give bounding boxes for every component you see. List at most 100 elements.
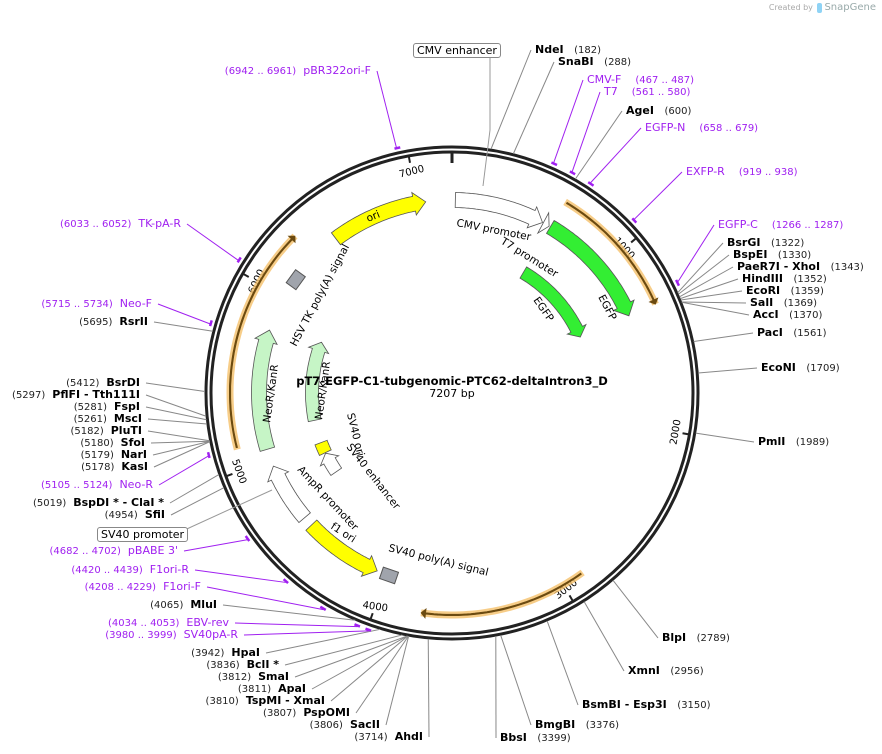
- enzyme-site-label[interactable]: PmlI (1989): [758, 436, 829, 449]
- enzyme-position: (3942): [191, 648, 225, 659]
- enzyme-site-label[interactable]: (3812) SmaI: [218, 671, 289, 684]
- enzyme-position-value: 3807: [266, 708, 293, 719]
- primer-range: (1266 .. 1287): [771, 220, 844, 231]
- primer-label[interactable]: EXFP-R (919 .. 938): [686, 166, 798, 179]
- enzyme-site-label[interactable]: (5178) KasI: [81, 461, 148, 474]
- enzyme-leader-line: [681, 301, 747, 304]
- enzyme-leader-line: [355, 635, 409, 714]
- enzyme-site-label[interactable]: (3811) ApaI: [238, 683, 306, 696]
- enzyme-position-value: 3811: [241, 684, 268, 695]
- enzyme-name: PmlI: [758, 435, 786, 448]
- enzyme-site-label[interactable]: (5019) BspDI * - ClaI *: [33, 497, 164, 510]
- enzyme-site-label[interactable]: BsmBI - Esp3I (3150): [582, 699, 711, 712]
- enzyme-site-label[interactable]: SalI (1369): [750, 297, 817, 310]
- enzyme-site-label[interactable]: (5182) PluTI: [70, 425, 142, 438]
- primer-label[interactable]: (6033 .. 6052) TK-pA-R: [60, 218, 181, 231]
- tick-label: 4000: [362, 600, 389, 614]
- enzyme-position: (5261): [73, 414, 107, 425]
- enzyme-site-label[interactable]: BspEI (1330): [733, 249, 811, 262]
- primer-name: SV40pA-R: [183, 628, 238, 641]
- enzyme-name: BsmBI - Esp3I: [582, 698, 667, 711]
- enzyme-position-value: 3806: [313, 720, 340, 731]
- primer-label[interactable]: (4420 .. 4439) F1ori-R: [71, 564, 189, 577]
- enzyme-position: (4954): [104, 510, 138, 521]
- tick-label: 2000: [668, 419, 683, 446]
- enzyme-site-label[interactable]: NdeI (182): [535, 44, 601, 57]
- enzyme-name: ApaI: [278, 682, 306, 695]
- enzyme-leader-line: [265, 628, 381, 654]
- orf-arrow: [565, 201, 659, 305]
- enzyme-site-label[interactable]: (5297) PflFI - Tth111I: [12, 389, 140, 402]
- primer-label[interactable]: CMV-F (467 .. 487): [587, 74, 694, 87]
- enzyme-site-label[interactable]: (5281) FspI: [74, 401, 140, 414]
- enzyme-position-value: 2789: [700, 633, 726, 644]
- enzyme-position: (1359): [790, 286, 824, 297]
- enzyme-site-label[interactable]: (3714) AhdI: [354, 731, 423, 744]
- primer-label[interactable]: (5715 .. 5734) Neo-F: [41, 298, 152, 311]
- enzyme-site-label[interactable]: (3810) TspMI - XmaI: [206, 695, 325, 708]
- enzyme-site-label[interactable]: (5412) BsrDI: [66, 377, 140, 390]
- enzyme-position-value: 182: [578, 45, 598, 56]
- enzyme-site-label[interactable]: BmgBI (3376): [535, 719, 619, 732]
- enzyme-site-label[interactable]: (5179) NarI: [81, 449, 147, 462]
- primer-label[interactable]: (4208 .. 4229) F1ori-F: [85, 581, 201, 594]
- boxed-feature-label[interactable]: SV40 promoter: [97, 527, 189, 542]
- primer-name: EBV-rev: [186, 616, 229, 629]
- enzyme-site-label[interactable]: BbsI (3399): [500, 732, 571, 745]
- enzyme-position-value: 1561: [797, 328, 823, 339]
- enzyme-site-label[interactable]: XmnI (2956): [628, 665, 704, 678]
- enzyme-position-value: 1322: [774, 238, 801, 249]
- enzyme-site-label[interactable]: (4954) SfiI: [105, 509, 165, 522]
- enzyme-site-label[interactable]: (5261) MscI: [74, 413, 142, 426]
- enzyme-leader-line: [170, 487, 225, 516]
- primer-name: TK-pA-R: [138, 217, 181, 230]
- enzyme-leader-line: [677, 242, 724, 294]
- enzyme-position-value: 5182: [74, 426, 100, 437]
- feature-ampr-promoter: [267, 465, 311, 524]
- primer-label[interactable]: (5105 .. 5124) Neo-R: [41, 479, 153, 492]
- enzyme-site-label[interactable]: BsrGI (1322): [727, 237, 804, 250]
- enzyme-position-value: 5261: [77, 414, 103, 425]
- enzyme-site-label[interactable]: AccI (1370): [753, 309, 822, 322]
- primer-label[interactable]: (3980 .. 3999) SV40pA-R: [105, 629, 238, 642]
- enzyme-site-label[interactable]: (3807) PspOMI: [263, 707, 350, 720]
- enzyme-site-label[interactable]: (5180) SfoI: [80, 437, 145, 450]
- enzyme-site-label[interactable]: PaeR7I - XhoI (1343): [737, 261, 864, 274]
- enzyme-site-label[interactable]: (4065) MluI: [150, 599, 217, 612]
- primer-label[interactable]: EGFP-C (1266 .. 1287): [718, 219, 843, 232]
- enzyme-site-label[interactable]: (3806) SacII: [310, 719, 380, 732]
- feature-sv40-poly-a-signal: [378, 566, 400, 585]
- enzyme-site-label[interactable]: SnaBI (288): [558, 56, 631, 69]
- enzyme-position: (1352): [793, 274, 827, 285]
- enzyme-site-label[interactable]: EcoNI (1709): [761, 362, 840, 375]
- enzyme-position: (1330): [777, 250, 812, 261]
- enzyme-position-value: 5412: [70, 378, 96, 389]
- enzyme-name: BlpI: [662, 631, 687, 644]
- primer-binding-site: [365, 627, 372, 632]
- plasmid-name: pT7-EGFP-C1-tubgenomic-PTC62-deltaIntron…: [296, 374, 608, 388]
- enzyme-site-label[interactable]: BlpI (2789): [662, 632, 730, 645]
- enzyme-site-label[interactable]: (5695) RsrII: [79, 316, 148, 329]
- enzyme-site-label[interactable]: PacI (1561): [757, 327, 827, 340]
- enzyme-site-label[interactable]: (3942) HpaI: [191, 647, 260, 660]
- feature-egfp: [519, 266, 587, 338]
- enzyme-leader-line: [583, 601, 625, 672]
- primer-range: (4208 .. 4229): [84, 582, 157, 593]
- primer-label[interactable]: (4682 .. 4702) pBABE 3': [50, 545, 179, 558]
- primer-name: Neo-F: [119, 297, 152, 310]
- primer-label[interactable]: (4034 .. 4053) EBV-rev: [108, 617, 229, 630]
- primer-label[interactable]: (6942 .. 6961) pBR322ori-F: [225, 65, 371, 78]
- primer-leader-line: [206, 586, 324, 611]
- enzyme-leader-line: [222, 604, 356, 621]
- enzyme-site-label[interactable]: (3836) BclI *: [206, 659, 279, 672]
- enzyme-position: (5180): [80, 438, 114, 449]
- boxed-feature-label[interactable]: CMV enhancer: [413, 43, 501, 58]
- enzyme-site-label[interactable]: HindIII (1352): [742, 273, 827, 286]
- enzyme-position-value: 4954: [108, 510, 134, 521]
- enzyme-position-value: 1370: [793, 310, 819, 321]
- enzyme-site-label[interactable]: EcoRI (1359): [746, 285, 824, 298]
- primer-label[interactable]: T7 (561 .. 580): [604, 86, 690, 99]
- primer-label[interactable]: EGFP-N (658 .. 679): [645, 122, 758, 135]
- enzyme-leader-line: [147, 430, 210, 442]
- enzyme-site-label[interactable]: AgeI (600): [626, 105, 691, 118]
